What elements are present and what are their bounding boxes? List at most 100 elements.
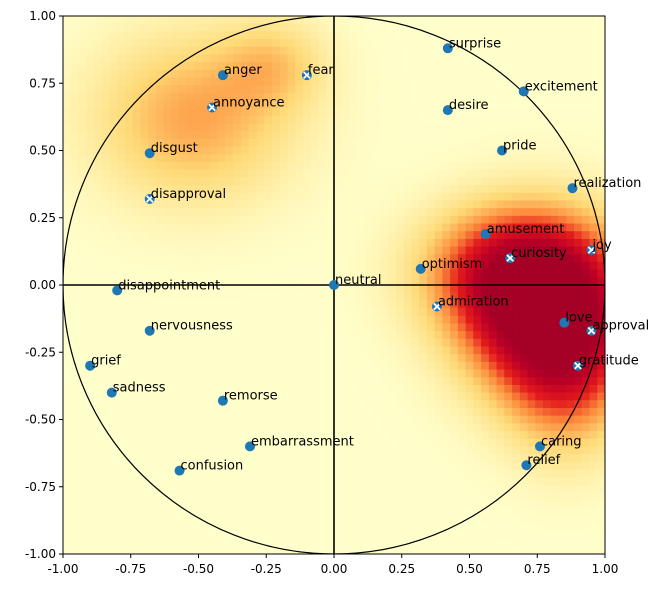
- heat-cell: [217, 354, 227, 363]
- heat-cell: [527, 500, 536, 509]
- heat-cell: [210, 354, 219, 363]
- heat-cell: [380, 400, 389, 409]
- heat-cell: [473, 392, 482, 401]
- heat-cell: [194, 254, 203, 263]
- heat-cell: [419, 69, 428, 79]
- heat-cell: [264, 530, 273, 540]
- heat-cell: [109, 162, 118, 171]
- heat-cell: [465, 500, 474, 509]
- heat-cell: [543, 261, 552, 271]
- heat-cell: [403, 354, 413, 363]
- heat-cell: [225, 231, 234, 240]
- heat-cell: [179, 285, 188, 294]
- heat-cell: [78, 16, 87, 25]
- heat-cell: [155, 315, 165, 325]
- heat-cell: [186, 146, 196, 155]
- heat-cell: [566, 461, 575, 471]
- heat-cell: [527, 277, 536, 286]
- heat-cell: [63, 62, 72, 71]
- heat-cell: [303, 507, 312, 517]
- heat-cell: [78, 354, 87, 363]
- heat-cell: [287, 415, 296, 424]
- heat-cell: [512, 77, 521, 86]
- heat-cell: [117, 100, 126, 109]
- heat-cell: [403, 131, 413, 140]
- heat-cell: [78, 238, 87, 248]
- heat-cell: [411, 323, 420, 332]
- heat-cell: [241, 46, 250, 56]
- heat-cell: [63, 523, 72, 532]
- heat-cell: [279, 169, 289, 178]
- heat-cell: [264, 469, 273, 478]
- heat-cell: [279, 100, 289, 109]
- heat-cell: [264, 146, 273, 155]
- heat-cell: [248, 300, 258, 309]
- heat-cell: [272, 423, 281, 432]
- heat-cell: [364, 515, 374, 524]
- heat-cell: [303, 54, 312, 63]
- heat-cell: [357, 515, 366, 524]
- heat-cell: [310, 323, 320, 332]
- point-disappointment: [112, 285, 123, 296]
- heat-cell: [574, 454, 583, 463]
- heat-cell: [403, 77, 413, 86]
- heat-cell: [310, 515, 320, 524]
- heat-cell: [426, 438, 436, 447]
- heat-cell: [527, 223, 536, 232]
- heat-cell: [179, 215, 188, 225]
- heat-cell: [124, 438, 134, 447]
- heat-cell: [395, 315, 405, 325]
- heat-cell: [78, 315, 87, 325]
- heat-cell: [426, 108, 436, 117]
- heat-cell: [473, 177, 482, 186]
- heat-cell: [63, 200, 72, 209]
- heat-cell: [481, 346, 490, 355]
- heat-cell: [202, 46, 211, 56]
- heat-cell: [318, 185, 327, 194]
- heat-cell: [264, 500, 273, 509]
- heat-cell: [581, 131, 591, 140]
- heat-cell: [132, 46, 142, 56]
- heat-cell: [403, 162, 413, 171]
- heat-cell: [287, 31, 296, 40]
- heat-cell: [295, 123, 304, 132]
- heat-cell: [473, 54, 482, 63]
- heat-cell: [109, 23, 118, 32]
- heat-cell: [194, 69, 203, 79]
- heat-cell: [155, 546, 165, 554]
- heat-cell: [527, 54, 536, 63]
- heat-cell: [558, 100, 567, 109]
- heat-cell: [202, 69, 211, 79]
- heat-cell: [171, 208, 180, 217]
- heat-cell: [597, 292, 605, 301]
- heat-cell: [248, 431, 258, 440]
- heat-cell: [318, 308, 327, 317]
- heat-cell: [558, 346, 567, 355]
- heat-cell: [597, 169, 605, 178]
- heat-cell: [519, 215, 529, 225]
- heat-cell: [380, 530, 389, 540]
- heat-cell: [457, 77, 467, 86]
- heat-cell: [403, 123, 413, 132]
- heat-cell: [364, 538, 374, 547]
- heat-cell: [496, 530, 505, 540]
- heat-cell: [535, 269, 544, 278]
- heat-cell: [426, 292, 436, 301]
- heat-cell: [279, 415, 289, 424]
- heat-cell: [256, 108, 265, 117]
- heat-cell: [581, 31, 591, 40]
- heat-cell: [117, 269, 126, 278]
- heat-cell: [334, 431, 343, 440]
- heat-cell: [217, 407, 227, 417]
- heat-cell: [109, 39, 118, 48]
- heat-cell: [109, 154, 118, 163]
- heat-cell: [473, 100, 482, 109]
- heat-cell: [574, 185, 583, 194]
- heat-cell: [194, 438, 203, 447]
- heat-cell: [372, 438, 382, 447]
- heat-cell: [194, 423, 203, 432]
- heat-cell: [148, 154, 157, 163]
- heat-cell: [217, 331, 227, 340]
- heat-cell: [442, 269, 451, 278]
- heat-cell: [558, 162, 567, 171]
